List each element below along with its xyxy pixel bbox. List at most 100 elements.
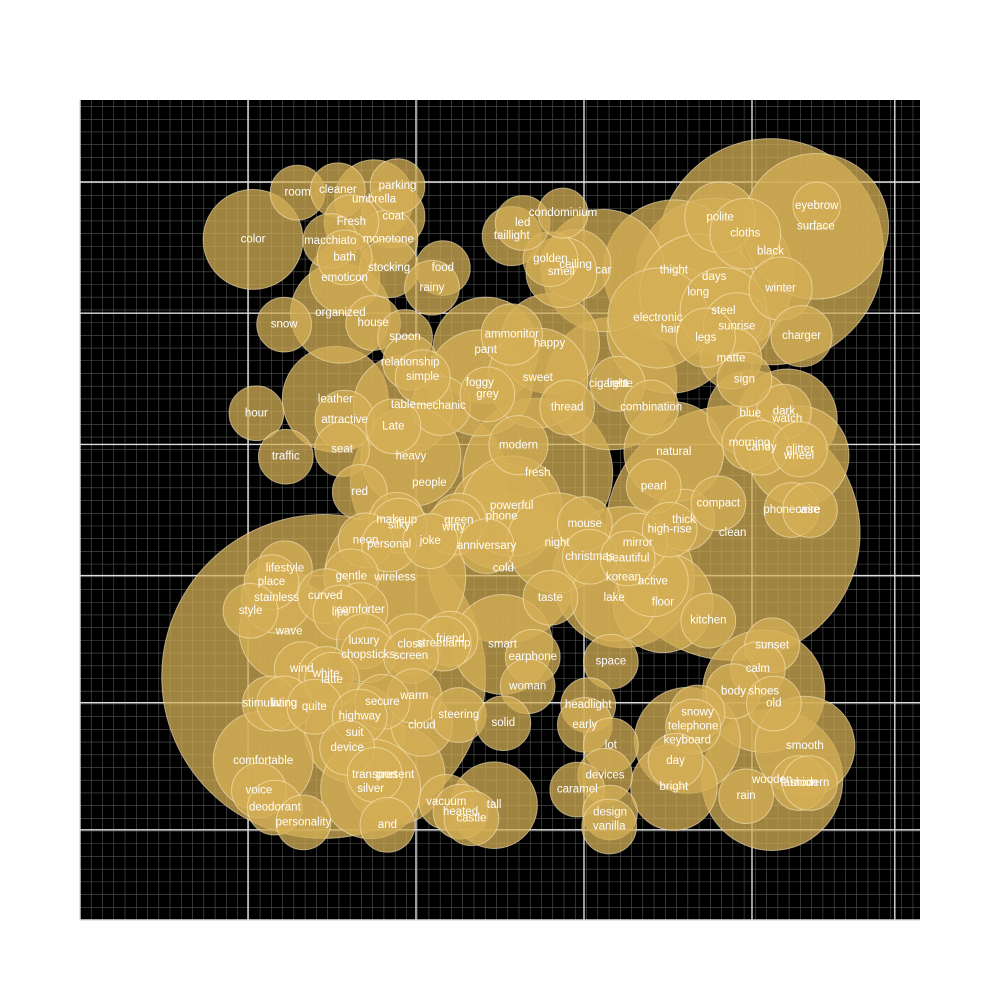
bubble-label-table: table	[391, 399, 416, 411]
bubble-label-smooth: smooth	[786, 740, 824, 752]
bubble-label-fresh: Fresh	[337, 216, 366, 228]
bubble-label-eyebrow: eyebrow	[795, 200, 839, 212]
bubble-label-body: body	[721, 685, 746, 697]
bubble-combination	[623, 379, 680, 436]
bubble-label-luxury: luxury	[349, 635, 380, 647]
bubble-label-floor: floor	[652, 597, 675, 609]
bubble-label-sign: sign	[734, 374, 755, 386]
bubble-label-wire: wire	[798, 504, 820, 516]
bubble-label-phonecase: phonecase	[763, 504, 819, 516]
bubble-label-highway: highway	[339, 711, 381, 723]
bubble-label-voice: voice	[245, 784, 272, 796]
bubble-label-combination: combination	[620, 402, 682, 414]
bubble-label-mechanic: mechanic	[417, 400, 466, 412]
bubble-label-space: space	[596, 656, 627, 668]
bubble-condominium	[537, 187, 589, 239]
bubble-label-spoon: spoon	[389, 331, 420, 343]
bubble-label-sunrise: sunrise	[718, 320, 755, 332]
bubble-label-close: close	[398, 639, 425, 651]
bubble-label-stainless: stainless	[254, 592, 299, 604]
bubble-label-electronic: electronic	[633, 312, 682, 324]
bubble-label-style: style	[239, 605, 263, 617]
bubble-label-phone: phone	[486, 511, 518, 523]
bubble-label-pearl: pearl	[641, 480, 667, 492]
bubble-castle	[443, 790, 500, 847]
bubble-label-kitchen: kitchen	[690, 615, 726, 627]
bubble-label-charger: charger	[782, 330, 821, 342]
bubble-label-modern: modern	[790, 777, 829, 789]
bubble-layer	[161, 138, 890, 855]
bubble-label-legs: legs	[695, 332, 716, 344]
bubble-label-old: old	[766, 698, 781, 710]
bubble-late	[365, 398, 422, 455]
bubble-label-heavy: heavy	[396, 451, 427, 463]
bubble-label-red: red	[351, 486, 368, 498]
bubble-label-quite: quite	[302, 701, 327, 713]
bubble-sign	[716, 351, 773, 408]
bubble-label-cigarette: cigarette	[589, 378, 633, 390]
bubble-label-grey: grey	[476, 388, 499, 400]
bubble-label-watch: watch	[771, 413, 802, 425]
bubble-label-silver: silver	[357, 783, 384, 795]
bubble-label-streetlamp: streetlamp	[417, 638, 471, 650]
bubble-label-monotone: monotone	[363, 233, 414, 245]
bubble-label-curved: curved	[308, 590, 343, 602]
bubble-label-white: white	[312, 668, 340, 680]
bubble-label-leather: leather	[318, 393, 353, 405]
bubble-label-relationship: relationship	[381, 356, 440, 368]
bubble-glitter	[772, 421, 828, 478]
bubble-label-mouse: mouse	[568, 518, 603, 530]
bubble-label-shoes: shoes	[748, 685, 779, 697]
bubble-label-hour: hour	[245, 407, 268, 419]
bubble-label-fashion: fashion	[780, 777, 817, 789]
bubble-snow	[256, 296, 312, 353]
bubble-modern	[782, 755, 838, 811]
bubble-label-modern: modern	[499, 439, 538, 451]
bubble-label-devices: devices	[586, 770, 625, 782]
bubble-label-witty: witty	[441, 521, 465, 533]
bubble-label-cold: cold	[493, 562, 514, 574]
bubble-label-personality: personality	[276, 816, 332, 828]
bubble-label-screen: screen	[394, 650, 429, 662]
bubble-label-korean: korean	[606, 571, 641, 583]
bubble-label-powerful: powerful	[490, 500, 533, 512]
bubble-label-dark: dark	[773, 406, 796, 418]
bubble-label-wind: wind	[289, 663, 314, 675]
bubble-label-thight: thight	[660, 265, 689, 277]
bubble-label-taillight: taillight	[494, 230, 531, 242]
bubble-label-stocking: stocking	[368, 262, 410, 274]
bubble-label-tall: tall	[487, 799, 502, 811]
bubble-label-and: and	[378, 819, 397, 831]
bubble-label-smell: smell	[548, 266, 575, 278]
bubble-label-happy: happy	[534, 338, 566, 350]
bubble-label-steel: steel	[711, 305, 735, 317]
bubble-label-sweet: sweet	[523, 372, 554, 384]
bubble-label-blue: blue	[739, 407, 761, 419]
bubble-label-ceiling: ceiling	[559, 259, 592, 271]
bubble-label-foggy: foggy	[466, 377, 494, 389]
bubble-label-long: long	[687, 287, 709, 299]
bubble-label-bright: bright	[659, 781, 689, 793]
bubble-compact	[690, 475, 747, 532]
bubble-thread	[539, 379, 596, 436]
bubble-label-thread: thread	[551, 402, 584, 414]
bubble-beautiful	[599, 530, 656, 587]
bubble-style	[222, 582, 279, 639]
bubble-label-lake: lake	[604, 592, 625, 604]
bubble-label-rainy: rainy	[419, 282, 444, 294]
bubble-label-wooden: wooden	[751, 774, 792, 786]
bubble-label-days: days	[702, 271, 727, 283]
bubble-label-glitter: glitter	[786, 443, 814, 455]
bubble-label-house: house	[357, 317, 388, 329]
bubble-label-natural: natural	[656, 446, 691, 458]
bubble-label-headlight: headlight	[565, 699, 612, 711]
bubble-simple	[394, 349, 451, 406]
bubble-label-compact: compact	[697, 497, 741, 509]
bubble-label-day: day	[666, 755, 685, 767]
bubble-label-smart: smart	[488, 639, 518, 651]
bubble-label-green: green	[444, 515, 473, 527]
bubble-label-steering: steering	[438, 709, 479, 721]
bubble-label-chopsticks: chopsticks	[341, 649, 395, 661]
bubble-label-heated: heated	[443, 806, 478, 818]
bubble-label-led: led	[515, 217, 530, 229]
